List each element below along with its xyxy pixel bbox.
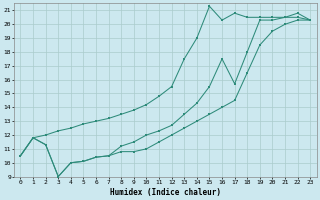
X-axis label: Humidex (Indice chaleur): Humidex (Indice chaleur): [110, 188, 221, 197]
